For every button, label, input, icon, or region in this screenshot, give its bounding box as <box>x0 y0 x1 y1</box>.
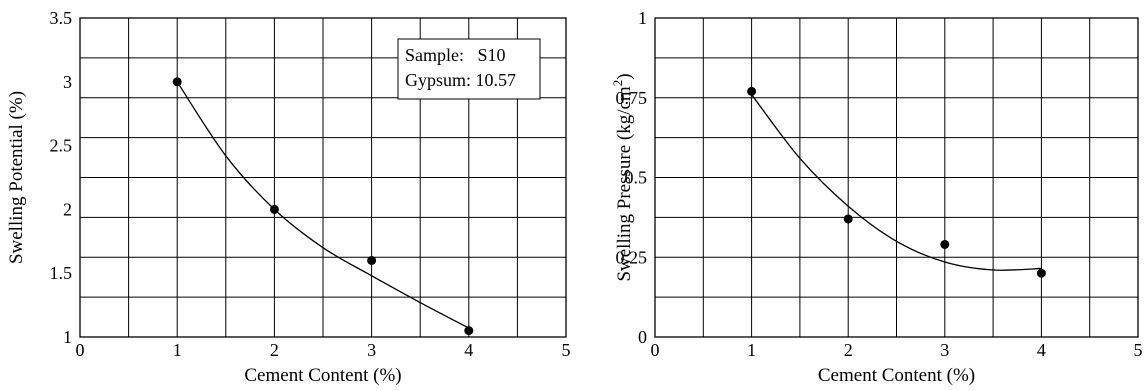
y-axis-label-text: Swelling Pressure (kg/cm <box>614 86 635 281</box>
data-point <box>464 326 474 336</box>
x-axis-label: Cement Content (%) <box>818 365 975 386</box>
x-tick-label: 4 <box>464 340 473 360</box>
data-point <box>843 214 853 224</box>
x-tick-label: 0 <box>651 340 660 360</box>
y-tick-label: 1 <box>638 8 647 28</box>
y-tick-label: 2.5 <box>50 136 73 156</box>
y-tick-label: 0.5 <box>625 168 648 188</box>
y-tick-label: 3.5 <box>50 8 73 28</box>
y-tick-label: 0.75 <box>616 88 648 108</box>
plot-frame <box>79 17 567 338</box>
x-tick-label: 4 <box>1037 340 1046 360</box>
data-point <box>1036 268 1046 278</box>
y-axis-label-superscript: 2 <box>610 80 625 87</box>
x-tick-label: 2 <box>844 340 853 360</box>
x-tick-label: 2 <box>270 340 279 360</box>
y-axis-label-end: ) <box>614 73 635 79</box>
legend-text: Sample: S10 <box>405 45 506 65</box>
y-tick-label: 1.5 <box>50 263 73 283</box>
y-tick-label: 1 <box>63 327 72 347</box>
trend-curve <box>176 81 470 329</box>
x-tick-label: 0 <box>76 340 85 360</box>
x-tick-label: 1 <box>173 340 182 360</box>
y-tick-label: 2 <box>63 199 72 219</box>
x-tick-label: 1 <box>747 340 756 360</box>
plot-frame <box>654 17 1139 338</box>
x-tick-label: 3 <box>940 340 949 360</box>
legend-text: Gypsum: 10.57 <box>405 70 516 90</box>
data-point <box>269 204 279 214</box>
y-tick-label: 0 <box>638 327 647 347</box>
data-point <box>367 255 377 265</box>
y-axis-label: Swelling Pressure (kg/cm2) <box>610 73 635 281</box>
data-point <box>747 86 757 96</box>
data-point <box>940 239 950 249</box>
legend-box <box>397 38 541 100</box>
trend-curve <box>751 94 1042 271</box>
x-axis-label: Cement Content (%) <box>244 365 401 386</box>
x-tick-label: 3 <box>367 340 376 360</box>
y-tick-label: 0.25 <box>616 247 648 267</box>
y-axis-label: Swelling Potential (%) <box>6 91 27 264</box>
swelling-pressure-chart: 0 1 2 3 4 5 0 0.25 0.5 0.75 1 Cement Content (%) Swe… <box>610 8 1143 386</box>
data-point <box>172 77 182 87</box>
x-tick-label: 5 <box>1134 340 1143 360</box>
y-axis-label-text: Swelling Potential (%) <box>6 91 27 264</box>
y-tick-label: 3 <box>63 72 72 92</box>
x-tick-label: 5 <box>562 340 571 360</box>
